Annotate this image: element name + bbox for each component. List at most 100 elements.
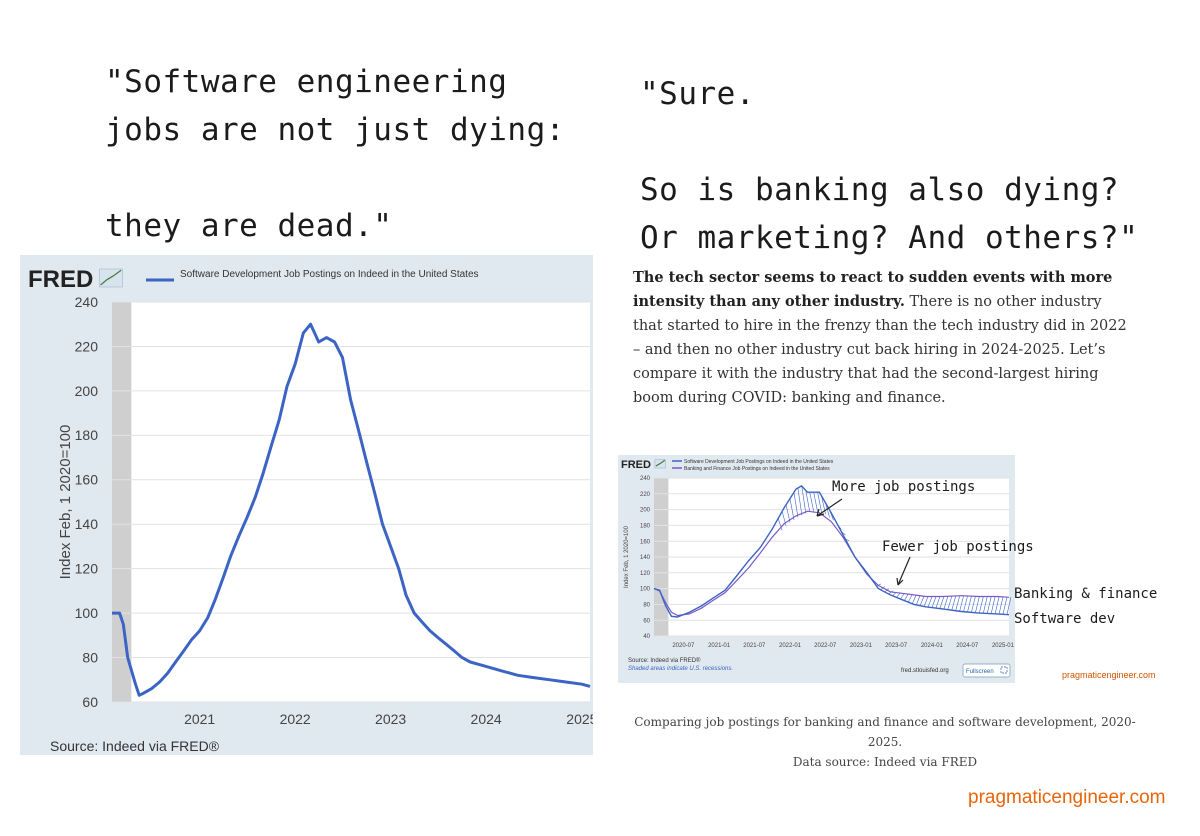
y-tick-label: 100 bbox=[75, 605, 99, 621]
y-tick-label: 40 bbox=[643, 634, 650, 640]
chart-source-small: Source: Indeed via FRED® bbox=[628, 657, 701, 664]
fred-logo-spark-icon bbox=[100, 269, 122, 286]
hatch-line bbox=[943, 596, 949, 610]
hatch-line bbox=[789, 498, 795, 520]
quote-left-line-4: they are dead." bbox=[105, 208, 393, 244]
fullscreen-button-frame[interactable] bbox=[962, 663, 1011, 678]
x-tick-label: 2021 bbox=[184, 711, 215, 727]
quote-left-line-2: jobs are not just dying: bbox=[105, 112, 565, 148]
hatch-line bbox=[809, 492, 815, 512]
y-tick-label: 180 bbox=[640, 524, 651, 530]
watermark-small: pragmaticengineer.com bbox=[1062, 670, 1156, 680]
hatch-line bbox=[998, 596, 1004, 615]
comparison-chart-svg: FRED 40 60 80 100 120 140 160 180 200 220 240 2020-0… bbox=[621, 459, 1015, 678]
quote-left-line-1: "Software engineering bbox=[105, 64, 508, 100]
y-tick-label: 120 bbox=[75, 561, 99, 577]
hatch-line bbox=[923, 596, 929, 607]
y-tick-label: 140 bbox=[640, 555, 651, 561]
hatch-line bbox=[939, 596, 945, 609]
hatch-line bbox=[967, 595, 972, 613]
x-tick-label: 2025-01 bbox=[992, 643, 1015, 649]
y-tick-label: 200 bbox=[75, 383, 99, 399]
hatch-line bbox=[813, 492, 818, 513]
hatch-line bbox=[919, 595, 925, 606]
fred-logo-small: FRED bbox=[621, 459, 651, 471]
article-paragraph: The tech sector seems to react to sudden… bbox=[633, 266, 1133, 410]
hatch-line bbox=[963, 595, 968, 612]
hatch-line bbox=[888, 590, 893, 595]
x-tick-label: 2023-01 bbox=[850, 643, 873, 649]
fullscreen-button[interactable]: Fullscreen bbox=[962, 663, 1011, 678]
comparison-chart: FRED 40 60 80 100 120 140 160 180 200 220 240 2020-0… bbox=[618, 455, 1015, 683]
y-tick-label: 120 bbox=[640, 571, 651, 577]
hatch-line bbox=[1006, 597, 1012, 615]
caption-line-2: Data source: Indeed via FRED bbox=[792, 755, 978, 769]
hatch-line bbox=[982, 596, 988, 614]
x-tick-label: 2022-01 bbox=[779, 643, 802, 649]
hatch-line bbox=[947, 596, 953, 610]
hatch-line bbox=[955, 595, 960, 611]
recession-note: Shaded areas indicate U.S. recessions. bbox=[628, 666, 733, 672]
quote-left: "Software engineering jobs are not just … bbox=[105, 58, 565, 250]
software-postings-chart: FRED Software Development Job Postings on… bbox=[20, 255, 593, 755]
fred-logo: FRED bbox=[28, 266, 93, 293]
arrow-more-icon bbox=[816, 498, 843, 517]
recession-shade bbox=[112, 302, 132, 702]
hatch-line bbox=[797, 487, 803, 516]
y-tick-label: 200 bbox=[640, 508, 651, 514]
article-body: There is no other industry that started … bbox=[633, 294, 1127, 406]
figure-caption: Comparing job postings for banking and f… bbox=[630, 712, 1140, 772]
quote-right-line-3: So is banking also dying? bbox=[640, 172, 1120, 208]
x-tick-label: 2020-07 bbox=[672, 643, 695, 649]
hatch-line bbox=[817, 492, 822, 513]
y-axis-label: Index Feb, 1 2020=100 bbox=[624, 525, 630, 588]
watermark: pragmaticengineer.com bbox=[968, 787, 1166, 808]
quote-right-line-4: Or marketing? And others?" bbox=[640, 220, 1139, 256]
x-tick-label: 2025 bbox=[566, 711, 593, 727]
y-tick-label: 80 bbox=[82, 649, 98, 665]
hatch-line bbox=[911, 594, 917, 604]
hatch-line bbox=[979, 596, 984, 614]
legend-banking: Banking and Finance Job Postings on Inde… bbox=[684, 466, 830, 472]
arrowhead-more-icon bbox=[816, 508, 825, 517]
arrow-fewer-icon bbox=[897, 556, 911, 586]
label-banking-finance: Banking & finance bbox=[1014, 586, 1158, 602]
hatch-line bbox=[986, 596, 992, 614]
fred-logo-small-spark-icon bbox=[655, 459, 666, 467]
y-tick-label: 140 bbox=[75, 516, 99, 532]
x-tick-label: 2022 bbox=[280, 711, 311, 727]
x-tick-label: 2024-01 bbox=[921, 643, 944, 649]
hatch-line bbox=[975, 596, 980, 613]
annotation-more-postings: More job postings bbox=[832, 479, 976, 495]
y-tick-label: 220 bbox=[75, 338, 99, 354]
arrowhead-fewer-icon bbox=[896, 577, 904, 586]
y-tick-label: 60 bbox=[643, 618, 650, 624]
hatch-line bbox=[1002, 596, 1008, 615]
legend-software: Software Development Job Postings on Ind… bbox=[684, 459, 834, 465]
y-tick-label: 160 bbox=[75, 472, 99, 488]
hatch-line bbox=[915, 595, 921, 605]
quote-right-line-1: "Sure. bbox=[640, 76, 755, 112]
hatch-line bbox=[908, 594, 913, 603]
quote-right: "Sure. So is banking also dying? Or mark… bbox=[640, 70, 1138, 262]
hatch-line bbox=[904, 593, 909, 601]
fullscreen-button-label[interactable]: Fullscreen bbox=[966, 669, 994, 675]
site-label: fred.stlouisfed.org bbox=[901, 668, 949, 674]
chart-source: Source: Indeed via FRED® bbox=[50, 738, 220, 754]
hatch-line bbox=[777, 518, 783, 531]
hatch-line bbox=[785, 504, 791, 523]
caption-line-1: Comparing job postings for banking and f… bbox=[634, 715, 1136, 749]
fullscreen-icon[interactable] bbox=[1000, 666, 1008, 674]
y-axis-label: Index Feb, 1 2020=100 bbox=[57, 425, 74, 580]
y-tick-label: 160 bbox=[640, 539, 651, 545]
article-lead: The tech sector seems to react to sudden… bbox=[633, 269, 1113, 310]
hatch-line bbox=[931, 596, 937, 608]
series-line-banking bbox=[653, 510, 1010, 617]
y-tick-label: 100 bbox=[640, 587, 651, 593]
series-line-software bbox=[653, 485, 1010, 618]
chart-title: Software Development Job Postings on Ind… bbox=[180, 269, 479, 280]
x-tick-label: 2023-07 bbox=[885, 643, 908, 649]
y-tick-label: 240 bbox=[640, 476, 651, 482]
y-tick-label: 60 bbox=[82, 694, 98, 710]
